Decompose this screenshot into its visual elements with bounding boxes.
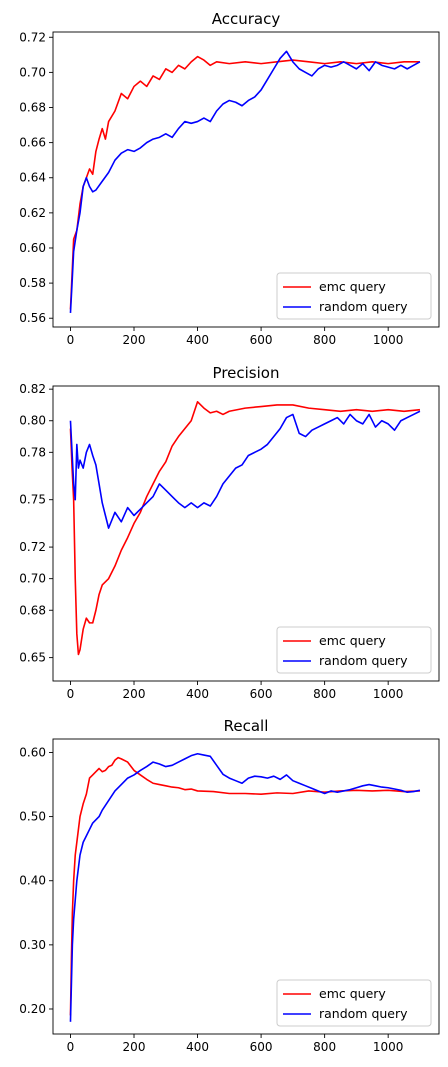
y-tick-label: 0.60	[19, 745, 46, 759]
chart-title: Recall	[224, 717, 269, 735]
x-tick-label: 1000	[373, 687, 404, 701]
legend-box	[276, 979, 432, 1027]
y-tick-label: 0.80	[19, 414, 46, 428]
y-tick-label: 0.56	[19, 311, 46, 325]
series-line-emc-query	[69, 55, 420, 310]
x-tick-label: 600	[250, 687, 273, 701]
y-tick-label: 0.68	[19, 101, 46, 115]
chart-title: Accuracy	[212, 10, 281, 28]
y-tick-label: 0.58	[19, 276, 46, 290]
axes-frame	[52, 738, 440, 1035]
series-line-random-query	[69, 410, 421, 529]
legend-label: emc query	[319, 633, 386, 648]
y-tick-label: 0.78	[19, 445, 46, 459]
legend: emc query random query	[276, 626, 432, 674]
x-tick-label: 200	[123, 1040, 146, 1054]
x-tick-label: 400	[186, 333, 209, 347]
x-tick-label: 0	[67, 333, 75, 347]
y-tick-label: 0.60	[19, 241, 46, 255]
y-tick-label: 0.70	[19, 65, 46, 79]
legend-label: random query	[319, 653, 408, 668]
x-tick-label: 200	[123, 687, 146, 701]
x-tick-label: 600	[250, 1040, 273, 1054]
chart-title: Precision	[213, 364, 280, 382]
y-tick-label: 0.72	[19, 540, 46, 554]
x-tick-label: 1000	[373, 333, 404, 347]
series-line-random-query	[69, 50, 421, 313]
legend-label: random query	[319, 1006, 408, 1021]
y-tick-label: 0.64	[19, 171, 46, 185]
legend-label: emc query	[319, 986, 386, 1001]
chart-panel-2: Precision 0 200 400 600 800 1000 0.65 0.68 0.70 0.…	[19, 364, 440, 701]
y-tick-label: 0.65	[19, 651, 46, 665]
x-tick-label: 600	[250, 333, 273, 347]
series-line-emc-query	[69, 400, 421, 656]
y-tick-label: 0.75	[19, 493, 46, 507]
legend-box	[276, 626, 432, 674]
y-tick-label: 0.72	[19, 30, 46, 44]
x-tick-label: 400	[186, 687, 209, 701]
axes-frame	[52, 31, 440, 328]
chart-panel-3: Recall 0 200 400 600 800 1000 0.20 0.30 0.40 0.50 0…	[19, 717, 440, 1054]
legend-label: random query	[319, 299, 408, 314]
legend: emc query random query	[276, 272, 432, 320]
x-tick-label: 400	[186, 1040, 209, 1054]
x-tick-label: 0	[67, 687, 75, 701]
chart-panel-1: Accuracy 0 200 400 600 800 1000 0.56 0.58 0.60 0.6…	[19, 10, 440, 347]
series-line-emc-query	[69, 756, 420, 1016]
y-tick-label: 0.50	[19, 810, 46, 824]
legend-label: emc query	[319, 279, 386, 294]
x-tick-label: 800	[313, 333, 336, 347]
y-tick-label: 0.30	[19, 938, 46, 952]
y-tick-label: 0.68	[19, 603, 46, 617]
legend: emc query random query	[276, 979, 432, 1027]
y-tick-label: 0.82	[19, 382, 46, 396]
y-tick-label: 0.40	[19, 874, 46, 888]
axes-frame	[52, 385, 440, 682]
x-tick-label: 0	[67, 1040, 75, 1054]
y-tick-label: 0.20	[19, 1002, 46, 1016]
x-tick-label: 200	[123, 333, 146, 347]
series-line-random-query	[69, 752, 421, 1022]
x-tick-label: 1000	[373, 1040, 404, 1054]
x-tick-label: 800	[313, 687, 336, 701]
legend-box	[276, 272, 432, 320]
y-tick-label: 0.66	[19, 136, 46, 150]
y-tick-label: 0.70	[19, 572, 46, 586]
x-tick-label: 800	[313, 1040, 336, 1054]
y-tick-label: 0.62	[19, 206, 46, 220]
